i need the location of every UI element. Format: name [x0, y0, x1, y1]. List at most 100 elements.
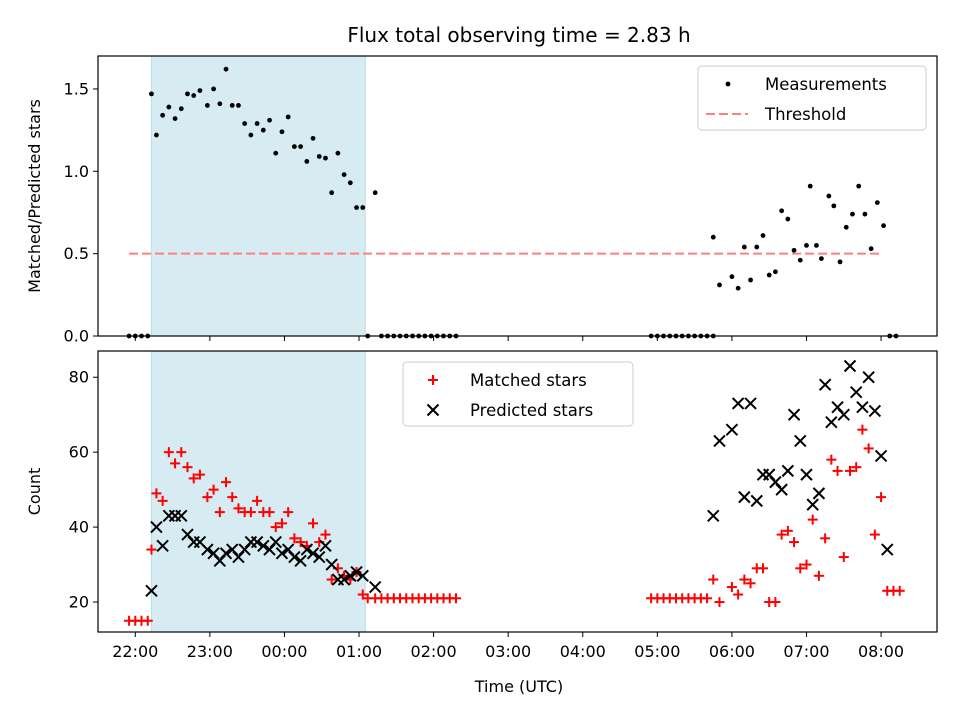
data-point [748, 277, 753, 283]
axes-frame [97, 350, 938, 633]
series-predicted-stars [145, 359, 894, 597]
series-matched-stars [124, 424, 905, 626]
data-point [257, 539, 270, 553]
data-point [300, 543, 314, 556]
data-point [756, 468, 770, 481]
data-point [800, 468, 813, 481]
data-point [801, 559, 812, 570]
x-axis-label: Time (UTC) [474, 677, 563, 696]
data-point [347, 180, 353, 186]
data-point [770, 597, 781, 608]
data-point [851, 462, 862, 473]
data-point [264, 507, 275, 518]
data-point [857, 424, 868, 435]
data-point [741, 244, 747, 250]
data-point [245, 507, 256, 518]
data-point [320, 529, 331, 540]
data-point [726, 582, 737, 593]
data-point [214, 507, 225, 518]
data-point [750, 494, 763, 508]
data-point [843, 224, 849, 230]
data-point [306, 547, 320, 560]
data-point [356, 569, 369, 583]
data-point [825, 415, 838, 429]
data-point [856, 400, 869, 414]
data-point [733, 589, 744, 600]
data-point [248, 132, 254, 138]
data-point [856, 183, 862, 189]
data-point [782, 525, 793, 536]
y-tick-label: 20 [69, 593, 89, 612]
x-tick-label: 05:00 [634, 642, 680, 661]
data-point [341, 172, 347, 177]
data-point [242, 121, 248, 126]
data-point [208, 484, 219, 495]
data-point [269, 535, 282, 549]
data-point [227, 492, 238, 503]
data-point [252, 495, 263, 506]
data-point [814, 243, 819, 248]
data-point [754, 244, 760, 250]
shaded-interval [150, 55, 366, 337]
data-point [450, 593, 461, 604]
data-point [745, 578, 756, 589]
data-point [325, 558, 338, 571]
y-axis-label: Count [25, 468, 44, 516]
data-point [812, 487, 826, 500]
data-point [166, 104, 172, 110]
y-tick-label: 40 [69, 518, 89, 537]
data-point [713, 434, 726, 448]
data-point [707, 509, 720, 523]
data-point [850, 386, 863, 399]
data-point [194, 469, 205, 480]
data-point [260, 127, 266, 133]
top-panel: 0.0 0.5 1.0 1.5 Matched/Predicted stars Measu… [25, 55, 938, 346]
data-point [270, 522, 281, 533]
data-point [204, 103, 210, 108]
data-point [313, 550, 326, 564]
data-point [185, 91, 190, 97]
data-point [163, 447, 174, 458]
data-point [791, 247, 797, 253]
data-point [267, 117, 272, 123]
data-point [837, 408, 850, 421]
legend-frame [697, 65, 927, 131]
data-point [289, 533, 300, 544]
data-point [188, 473, 199, 484]
data-point [729, 274, 735, 280]
data-point [813, 570, 824, 581]
legend-marker [725, 81, 731, 87]
data-point [223, 66, 229, 72]
data-point [710, 234, 716, 240]
data-point [233, 503, 244, 514]
data-point [316, 154, 322, 159]
x-tick-label: 04:00 [560, 642, 606, 661]
data-point [826, 193, 832, 199]
series-measurements [126, 66, 899, 339]
data-point [151, 488, 162, 499]
data-point [807, 183, 813, 189]
data-point [150, 520, 163, 534]
x-tick-label: 00:00 [261, 642, 307, 661]
data-point [702, 593, 713, 604]
data-point [202, 492, 213, 503]
data-point [182, 462, 193, 473]
data-point [197, 88, 203, 93]
data-point [837, 259, 843, 265]
data-point [738, 490, 751, 504]
legend-label: Matched stars [470, 371, 587, 390]
x-tick-label: 02:00 [411, 642, 457, 661]
data-point [868, 246, 874, 252]
data-point [154, 132, 159, 138]
data-point [145, 584, 158, 597]
data-point [276, 518, 287, 529]
data-point [326, 574, 337, 585]
data-point [807, 514, 818, 525]
data-point [221, 477, 232, 488]
data-point [360, 205, 366, 210]
data-point [832, 465, 843, 476]
y-tick-label: 0.0 [64, 327, 89, 346]
x-tick-label: 23:00 [187, 642, 233, 661]
x-tick-label: 22:00 [112, 642, 158, 661]
legend-label: Measurements [765, 75, 887, 94]
